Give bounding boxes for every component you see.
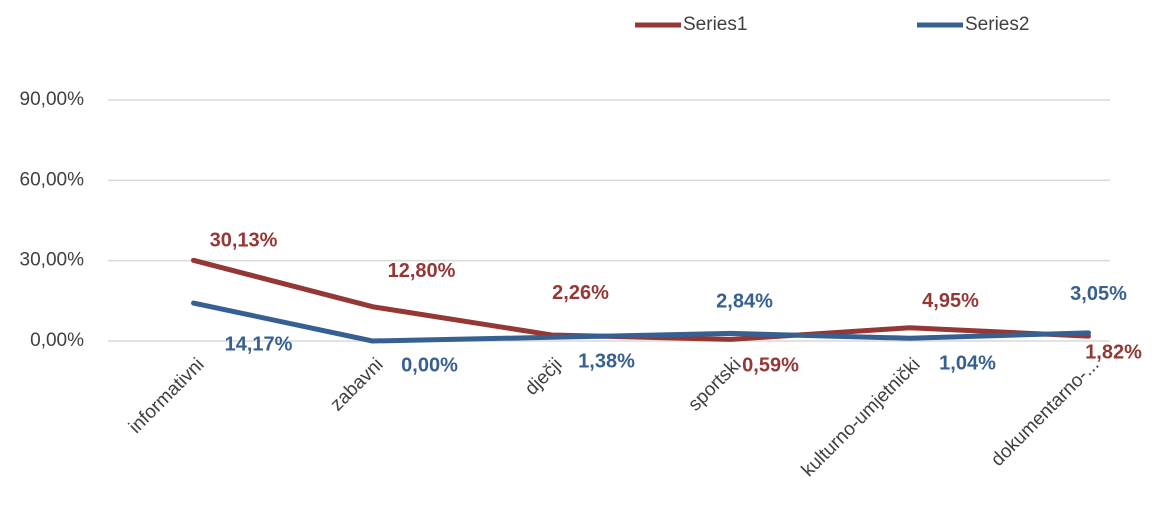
y-tick-label: 60,00% (20, 169, 85, 190)
legend-label: Series2 (965, 14, 1029, 35)
data-label: 2,84% (716, 291, 773, 313)
x-tick-label: kulturno-umjetnički (798, 354, 925, 481)
x-tick-label: zabavni (326, 354, 387, 415)
data-label: 30,13% (210, 230, 278, 252)
data-label: 2,26% (552, 282, 609, 304)
x-tick-label: dječji (521, 354, 566, 399)
data-label: 3,05% (1070, 283, 1127, 305)
x-tick-label: informativni (125, 354, 209, 438)
data-label: 14,17% (225, 333, 293, 355)
series-line (191, 300, 1091, 344)
x-tick-label: dokumentarno-... (987, 354, 1103, 470)
data-label: 1,04% (939, 352, 996, 374)
x-tick-label: sportski (684, 354, 745, 415)
data-label: 0,59% (742, 355, 799, 377)
data-label: 0,00% (401, 354, 458, 376)
y-tick-label: 90,00% (20, 89, 85, 110)
data-label: 1,82% (1085, 341, 1142, 363)
y-tick-label: 0,00% (30, 330, 84, 351)
data-label: 4,95% (922, 290, 979, 312)
data-label: 1,38% (578, 351, 635, 373)
data-label: 12,80% (388, 260, 456, 282)
legend-label: Series1 (683, 14, 747, 35)
y-tick-label: 30,00% (20, 250, 85, 271)
